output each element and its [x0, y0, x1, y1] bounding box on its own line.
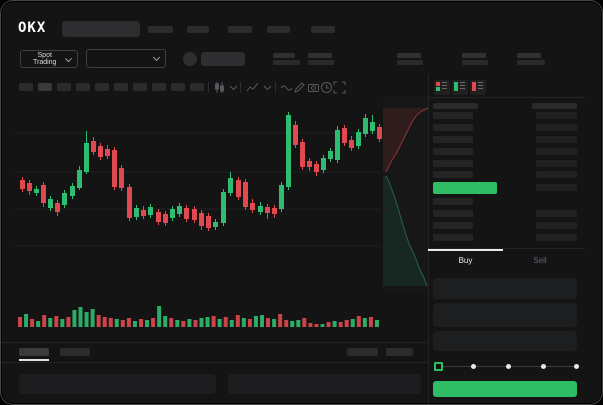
clock-icon[interactable]	[320, 81, 333, 94]
active-tab-underline	[19, 359, 49, 361]
market-selector-label: Spot Trading	[32, 52, 57, 66]
chevron-down-icon	[152, 53, 161, 62]
orderbook-cell-placeholder	[536, 184, 577, 191]
timeframe-button[interactable]	[114, 83, 128, 91]
nav-item-placeholder[interactable]	[148, 26, 173, 33]
ask-price-placeholder[interactable]	[433, 171, 473, 178]
timeframe-button[interactable]	[19, 83, 33, 91]
timeframe-button[interactable]	[190, 83, 204, 91]
ask-price-placeholder[interactable]	[433, 112, 473, 119]
tab-buy[interactable]: Buy	[428, 249, 503, 269]
expand-icon[interactable]	[333, 81, 346, 94]
timeframe-button[interactable]	[76, 83, 90, 91]
pencil-icon[interactable]	[293, 81, 306, 94]
timeframe-button[interactable]	[133, 83, 147, 91]
orderbook-col-header-amount	[532, 103, 577, 109]
ask-price-placeholder[interactable]	[433, 148, 473, 155]
timeframe-button[interactable]	[57, 83, 71, 91]
slider-stop[interactable]	[471, 364, 476, 369]
indicator-icon[interactable]	[246, 81, 259, 94]
bid-price-placeholder[interactable]	[433, 222, 473, 229]
timeframe-button[interactable]	[171, 83, 185, 91]
amount-input[interactable]	[433, 303, 577, 327]
ask-price-placeholder[interactable]	[433, 136, 473, 143]
last-price-badge[interactable]	[433, 182, 497, 194]
bid-size-placeholder[interactable]	[536, 222, 577, 229]
buy-tab-label: Buy	[458, 255, 473, 265]
candles-icon[interactable]	[213, 81, 226, 94]
tab-sell[interactable]: Sell	[503, 249, 577, 269]
sell-tab-label: Sell	[533, 255, 547, 265]
okx-logo: OKX	[18, 20, 47, 36]
total-input[interactable]	[433, 331, 577, 351]
book-bids-icon[interactable]	[452, 80, 468, 95]
nav-item-placeholder[interactable]	[311, 26, 335, 33]
ask-price-placeholder[interactable]	[433, 160, 473, 167]
bid-price-placeholder[interactable]	[433, 198, 473, 205]
chevron-down-icon[interactable]	[263, 81, 272, 94]
pair-selector-dropdown[interactable]	[86, 49, 166, 68]
chevron-down-icon[interactable]	[229, 81, 238, 94]
bid-price-placeholder[interactable]	[433, 234, 473, 241]
token-icon	[183, 52, 197, 66]
ask-size-placeholder[interactable]	[536, 112, 577, 119]
orders-action-placeholder[interactable]	[386, 348, 413, 356]
ask-size-placeholder[interactable]	[536, 136, 577, 143]
slider-stop[interactable]	[541, 364, 546, 369]
wave-icon[interactable]	[280, 81, 293, 94]
book-asks-icon[interactable]	[470, 80, 486, 95]
orders-empty-panel	[228, 374, 421, 394]
bid-size-placeholder[interactable]	[536, 234, 577, 241]
buy-submit-button[interactable]	[433, 381, 577, 397]
chevron-down-icon	[65, 54, 73, 62]
nav-item-placeholder[interactable]	[187, 26, 209, 33]
orderbook-col-header-price	[433, 103, 478, 109]
timeframe-button[interactable]	[152, 83, 166, 91]
slider-stop[interactable]	[574, 364, 579, 369]
ask-size-placeholder[interactable]	[536, 171, 577, 178]
ask-size-placeholder[interactable]	[536, 124, 577, 131]
price-input[interactable]	[433, 278, 577, 299]
slider-stop[interactable]	[506, 364, 511, 369]
orders-action-placeholder[interactable]	[347, 348, 378, 356]
ask-size-placeholder[interactable]	[536, 148, 577, 155]
pair-label-placeholder[interactable]	[201, 52, 245, 66]
orders-tab-active[interactable]	[19, 348, 49, 356]
bid-size-placeholder[interactable]	[536, 210, 577, 217]
price-chart[interactable]	[0, 96, 430, 342]
orders-tab[interactable]	[60, 348, 90, 356]
nav-item-placeholder[interactable]	[228, 26, 252, 33]
timeframe-button[interactable]	[95, 83, 109, 91]
search-input[interactable]	[62, 21, 140, 37]
market-selector-button[interactable]: Spot Trading	[20, 50, 78, 68]
slider-handle[interactable]	[434, 362, 443, 371]
ask-size-placeholder[interactable]	[536, 160, 577, 167]
camera-icon[interactable]	[307, 81, 320, 94]
nav-item-placeholder[interactable]	[267, 26, 290, 33]
timeframe-button[interactable]	[38, 83, 52, 91]
panel-divider	[428, 74, 429, 405]
orders-empty-panel	[19, 374, 216, 394]
bid-price-placeholder[interactable]	[433, 210, 473, 217]
book-combined-icon[interactable]	[434, 80, 450, 95]
ask-price-placeholder[interactable]	[433, 124, 473, 131]
